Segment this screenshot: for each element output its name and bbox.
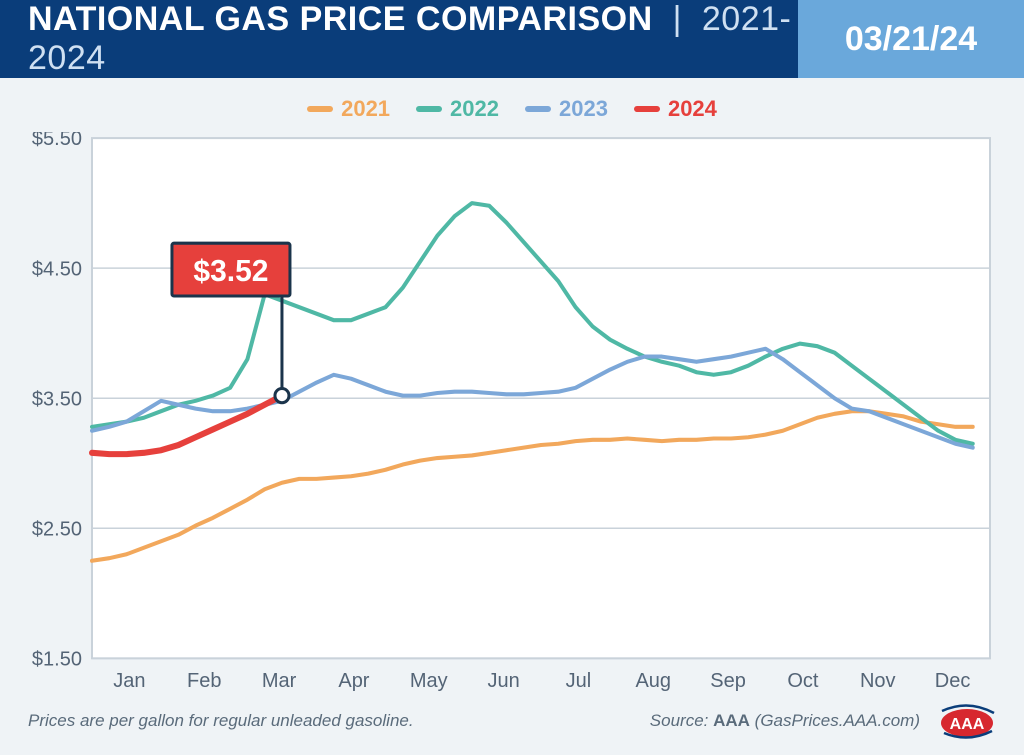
- svg-text:Jan: Jan: [113, 670, 145, 692]
- header-date-panel: 03/21/24: [798, 0, 1024, 78]
- legend-swatch: [307, 106, 333, 112]
- svg-text:Sep: Sep: [710, 670, 746, 692]
- legend-item-2023: 2023: [525, 96, 608, 122]
- chart-container: $1.50 $2.50 $3.50 $4.50 $5.50 Jan Feb Mar Apr May…: [22, 132, 1002, 701]
- footer-note: Prices are per gallon for regular unlead…: [28, 711, 650, 731]
- legend-item-2022: 2022: [416, 96, 499, 122]
- source-prefix: Source:: [650, 711, 713, 730]
- header-divider: |: [673, 0, 682, 38]
- svg-text:Jul: Jul: [566, 670, 592, 692]
- svg-text:Apr: Apr: [338, 670, 369, 692]
- svg-text:Nov: Nov: [860, 670, 896, 692]
- source-bold: AAA: [713, 711, 750, 730]
- svg-text:Mar: Mar: [262, 670, 297, 692]
- svg-text:$3.50: $3.50: [32, 388, 82, 410]
- source-rest: (GasPrices.AAA.com): [750, 711, 920, 730]
- header-date: 03/21/24: [845, 20, 977, 59]
- svg-text:$1.50: $1.50: [32, 648, 82, 670]
- title-text: NATIONAL GAS PRICE COMPARISON: [28, 0, 653, 38]
- svg-text:$5.50: $5.50: [32, 132, 82, 150]
- footer: Prices are per gallon for regular unlead…: [0, 701, 1024, 755]
- line-chart: $1.50 $2.50 $3.50 $4.50 $5.50 Jan Feb Mar Apr May…: [22, 132, 1002, 701]
- svg-text:$2.50: $2.50: [32, 518, 82, 540]
- header-main: NATIONAL GAS PRICE COMPARISON | 2021-202…: [0, 0, 798, 78]
- legend-label: 2021: [341, 96, 390, 122]
- legend-label: 2022: [450, 96, 499, 122]
- svg-text:AAA: AAA: [950, 716, 985, 733]
- legend-label: 2024: [668, 96, 717, 122]
- svg-text:Feb: Feb: [187, 670, 221, 692]
- footer-source: Source: AAA (GasPrices.AAA.com): [650, 711, 920, 731]
- legend-item-2021: 2021: [307, 96, 390, 122]
- svg-text:$4.50: $4.50: [32, 258, 82, 280]
- svg-text:$3.52: $3.52: [193, 255, 268, 288]
- legend-swatch: [416, 106, 442, 112]
- content-area: 2021 2022 2023 2024 $1.50 $2.50 $3.50 $4.50…: [0, 78, 1024, 701]
- svg-text:Aug: Aug: [635, 670, 671, 692]
- legend-label: 2023: [559, 96, 608, 122]
- svg-text:Jun: Jun: [487, 670, 519, 692]
- legend-swatch: [525, 106, 551, 112]
- svg-text:Dec: Dec: [935, 670, 971, 692]
- header-bar: NATIONAL GAS PRICE COMPARISON | 2021-202…: [0, 0, 1024, 78]
- legend: 2021 2022 2023 2024: [22, 96, 1002, 122]
- legend-item-2024: 2024: [634, 96, 717, 122]
- header-title: NATIONAL GAS PRICE COMPARISON | 2021-202…: [28, 0, 798, 78]
- aaa-logo-icon: AAA: [938, 703, 996, 739]
- legend-swatch: [634, 106, 660, 112]
- svg-text:May: May: [410, 670, 449, 692]
- svg-text:Oct: Oct: [787, 670, 819, 692]
